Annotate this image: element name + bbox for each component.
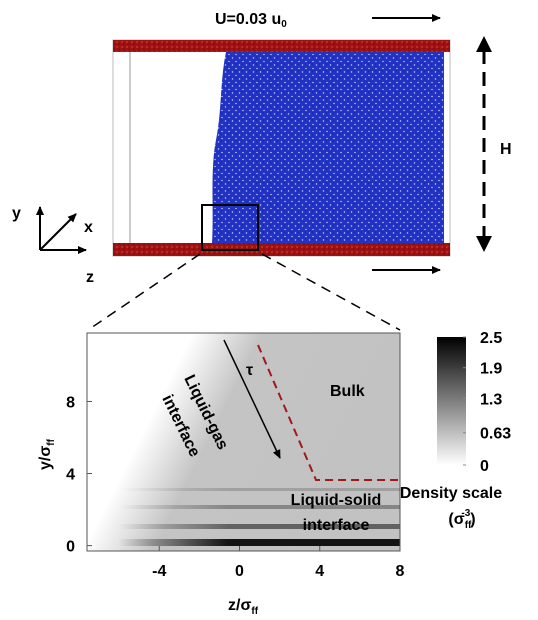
velocity-label: U=0.03 u0	[215, 11, 287, 30]
annotation: interface	[303, 517, 370, 534]
y-tick-label: 0	[66, 539, 75, 556]
colorbar-tick-label: 2.5	[480, 330, 502, 347]
x-label-sub: ff	[251, 606, 258, 617]
y-tick-label: 4	[66, 467, 75, 484]
x-label-text: z/σ	[228, 597, 251, 614]
colorbar-tick-label: 0.63	[480, 426, 511, 443]
x-tick-label: 4	[315, 563, 324, 580]
x-tick-label: 0	[235, 563, 244, 580]
x-axis-label: z/σff	[228, 597, 259, 617]
height-label: H	[500, 141, 512, 158]
axis-z: z	[86, 269, 94, 286]
colorbar-title: Density scale	[400, 485, 502, 502]
annotation: Liquid-solid	[291, 492, 382, 509]
unit-close: )	[470, 511, 475, 528]
density-map	[86, 332, 401, 552]
y-label-sub: ff	[46, 438, 57, 445]
axis-y: y	[12, 205, 21, 222]
x-tick-label: -4	[152, 563, 166, 580]
colorbar-unit: (σff-3)	[448, 508, 475, 531]
snapshot	[87, 39, 451, 331]
annotation: Bulk	[330, 383, 365, 400]
unit-open: (σ	[448, 511, 464, 528]
colorbar-tick-label: 1.3	[480, 391, 502, 408]
unit-sub: ff	[465, 520, 472, 531]
colorbar-tick-label: 0	[480, 458, 489, 475]
colorbar	[437, 337, 466, 465]
velocity-sub: 0	[281, 19, 287, 30]
axis-triad	[36, 206, 87, 254]
y-tick-label: 8	[66, 394, 75, 411]
tau-label: τ	[246, 362, 253, 379]
velocity-text: U=0.03 u	[215, 11, 281, 28]
x-tick-label: 8	[396, 563, 405, 580]
colorbar-tick-label: 1.9	[480, 361, 502, 378]
y-axis-label: y/σff	[37, 438, 57, 470]
unit-sup: -3	[461, 508, 470, 519]
y-label-text: y/σ	[37, 446, 54, 470]
axis-x: x	[84, 219, 93, 236]
